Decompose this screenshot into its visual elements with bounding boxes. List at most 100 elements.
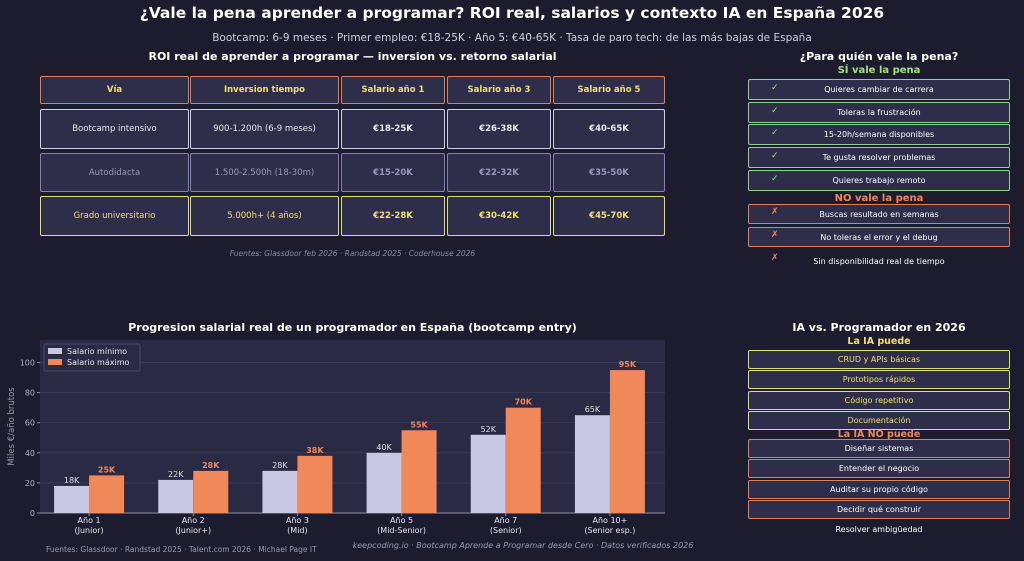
value-label: 95K (619, 360, 637, 369)
table-cell: €18-25K (341, 109, 445, 149)
x-tick-label: Año 5 (Mid-Senior) (377, 516, 426, 535)
item-text: Sin disponibilidad real de tiempo (813, 256, 945, 266)
value-label: 52K (481, 425, 497, 434)
table-cell: €45-70K (553, 196, 665, 236)
page-subtitle: Bootcamp: 6-9 meses · Primer empleo: €18… (212, 32, 812, 44)
who-yes-item: Toleras la frustración ✓ (748, 101, 1010, 123)
table-cell: 900-1.200h (6-9 meses) (190, 109, 339, 149)
x-tick-label: Año 2 (Junior+) (175, 516, 212, 535)
table-cell: Autodidacta (40, 153, 189, 192)
table-cell: 1.500-2.500h (18-30m) (190, 153, 339, 192)
x-tick-label: Año 3 (Mid) (285, 516, 309, 535)
item-text: Te gusta resolver problemas (822, 153, 936, 163)
value-label: 55K (410, 420, 428, 429)
value-label: 28K (272, 461, 288, 470)
x-tick-label: Año 7 (Senior) (489, 516, 522, 535)
ai-cannot-item: Auditar su propio código (748, 479, 1010, 499)
item-text: Prototipos rápidos (842, 375, 916, 385)
chart-title: Progresion salarial real de un programad… (128, 321, 577, 334)
value-label: 70K (515, 398, 533, 407)
who-yes-item: Quieres cambiar de carrera ✓ (748, 79, 1010, 100)
table-header-cell: Salario año 1 (341, 76, 445, 104)
item-text: Toleras la frustración (837, 107, 921, 117)
check-icon: ✓ (771, 128, 779, 139)
ai-cannot-item: Resolver ambigüedad (748, 520, 1010, 539)
item-text: Entender el negocio (838, 464, 920, 474)
check-icon: ✓ (771, 83, 779, 93)
item-text: Resolver ambigüedad (835, 525, 923, 535)
bar (89, 475, 125, 513)
bar (609, 370, 645, 513)
ai-can-title: La IA puede (847, 336, 911, 347)
item-text: Decidir qué construir (837, 504, 921, 514)
item-text: Auditar su propio código (830, 484, 928, 494)
who-yes-item: 15-20h/semana disponibles ✓ (748, 124, 1010, 146)
table-header-cell: Inversion tiempo (190, 76, 339, 104)
who-no-item: Sin disponibilidad real de tiempo ✗ (748, 250, 1010, 272)
x-tick-label: Año 10+ (Senior esp.) (584, 516, 636, 535)
legend-swatch (48, 348, 62, 354)
check-icon: ✓ (771, 105, 779, 116)
table-cell: Grado universitario (40, 196, 189, 236)
bar (574, 415, 610, 513)
ai-cannot-item: Decidir qué construir (748, 499, 1010, 519)
cross-icon: ✗ (771, 230, 779, 240)
table-cell: €22-28K (341, 196, 445, 236)
value-label: 65K (585, 405, 601, 414)
who-title: ¿Para quién vale la pena? (799, 50, 959, 63)
item-text: Documentación (847, 415, 911, 425)
item-text: Quieres cambiar de carrera (824, 85, 934, 94)
item-text: No toleras el error y el debug (820, 232, 938, 242)
footer: keepcoding.io · Bootcamp Aprende a Progr… (352, 541, 694, 550)
bar (54, 485, 90, 513)
ai-can-item: Prototipos rápidos (748, 370, 1010, 390)
table-cell: €40-65K (553, 109, 665, 149)
legend-box (43, 343, 141, 372)
y-tick-label: 100 (20, 359, 35, 368)
table-header-cell: Salario año 3 (447, 76, 551, 104)
y-axis-label: Miles €/año brutos (7, 387, 17, 466)
bar (297, 455, 333, 513)
value-label: 40K (376, 443, 392, 452)
who-no-title: NO vale la pena (834, 193, 924, 204)
y-tick-label: 20 (25, 479, 35, 488)
who-no-item: No toleras el error y el debug ✗ (748, 227, 1010, 247)
bar (158, 479, 194, 513)
table-header-cell: Salario año 5 (553, 76, 665, 104)
item-text: Quieres trabajo remoto (832, 175, 926, 185)
ai-can-item: Documentación (748, 410, 1010, 430)
value-label: 38K (306, 446, 324, 455)
bar (262, 470, 298, 513)
who-yes-title: SÍ vale la pena (837, 65, 921, 76)
bar (193, 470, 229, 513)
value-label: 25K (98, 465, 116, 474)
legend-swatch (48, 359, 62, 365)
check-icon: ✓ (771, 173, 779, 184)
y-tick-label: 0 (30, 509, 35, 518)
cross-icon: ✗ (771, 253, 779, 263)
item-text: 15-20h/semana disponibles (823, 130, 935, 140)
table-title: ROI real de aprender a programar — inver… (148, 50, 557, 63)
cross-icon: ✗ (771, 207, 779, 217)
legend-label: Salario máximo (67, 358, 130, 367)
legend-label: Salario mínimo (67, 347, 127, 356)
bar (470, 434, 506, 513)
who-yes-item: Quieres trabajo remoto ✓ (748, 169, 1010, 191)
item-text: Buscas resultado en semanas (819, 209, 939, 219)
item-text: CRUD y APIs básicas (837, 355, 921, 364)
bar (366, 452, 402, 513)
table-cell: €15-20K (341, 153, 445, 192)
ai-cannot-item: Entender el negocio (748, 459, 1010, 479)
y-tick-label: 80 (25, 389, 35, 398)
table-cell: 5.000h+ (4 años) (190, 196, 339, 236)
plot-area (40, 340, 665, 513)
table-cell: €22-32K (447, 153, 551, 192)
table-cell: €30-42K (447, 196, 551, 236)
chart-source: Fuentes: Glassdoor · Randstad 2025 · Tal… (46, 545, 317, 554)
ai-cannot-item: Diseñar sistemas (748, 439, 1010, 458)
y-tick-label: 60 (25, 419, 35, 428)
bar (401, 430, 437, 513)
table-header-cell: Vía (40, 76, 189, 104)
